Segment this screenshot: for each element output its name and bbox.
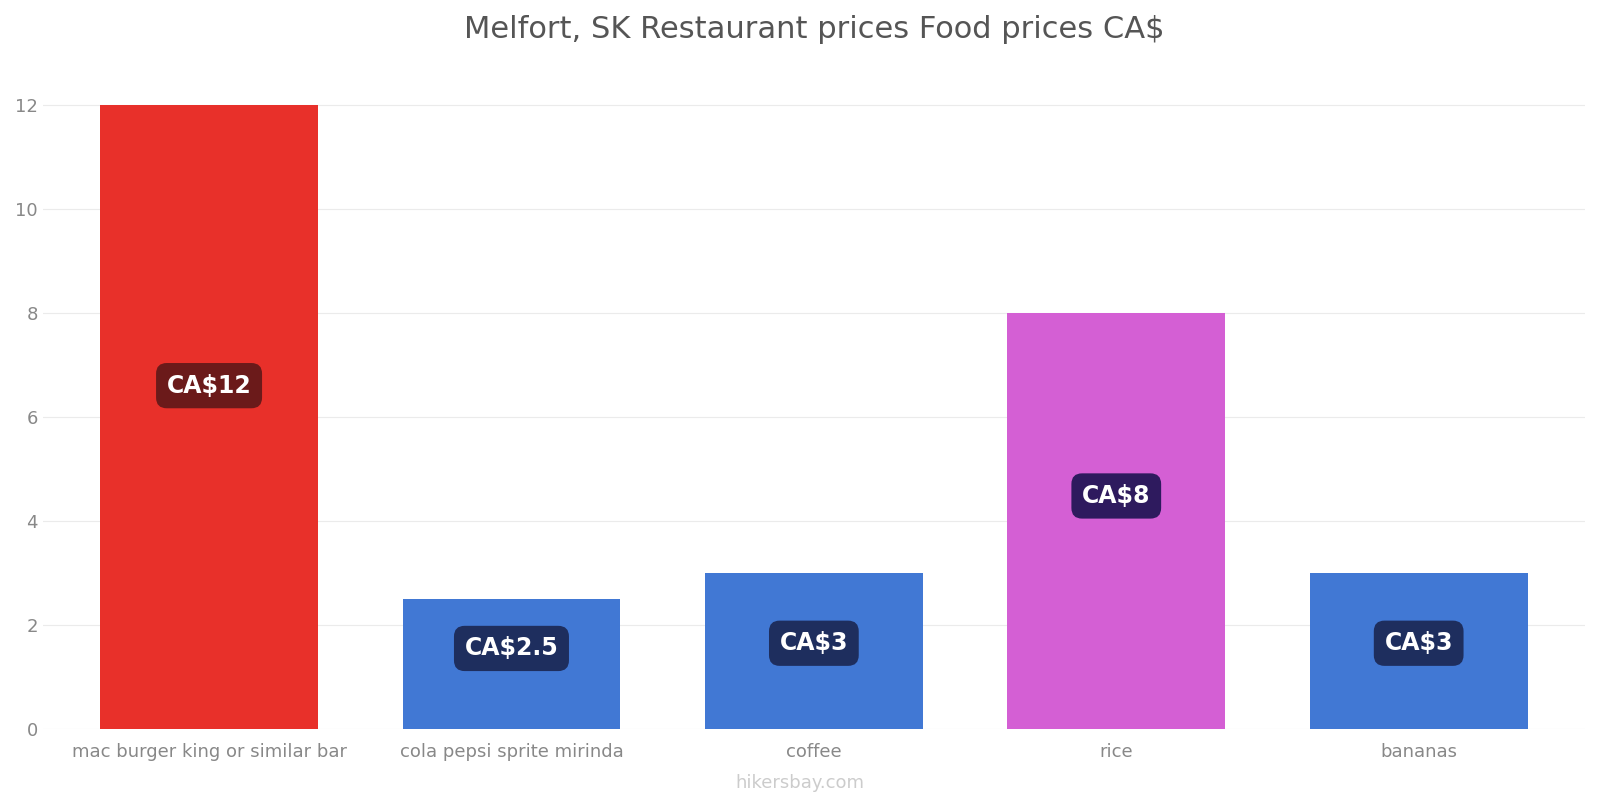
Bar — [1008, 313, 1226, 729]
Title: Melfort, SK Restaurant prices Food prices CA$: Melfort, SK Restaurant prices Food price… — [464, 15, 1165, 44]
Text: CA$3: CA$3 — [779, 631, 848, 655]
Bar — [1310, 573, 1528, 729]
Bar — [706, 573, 923, 729]
Bar — [101, 105, 318, 729]
Text: CA$12: CA$12 — [166, 374, 251, 398]
Bar — [403, 599, 621, 729]
Text: CA$8: CA$8 — [1082, 484, 1150, 508]
Text: CA$3: CA$3 — [1384, 631, 1453, 655]
Text: hikersbay.com: hikersbay.com — [736, 774, 864, 792]
Text: CA$2.5: CA$2.5 — [464, 637, 558, 661]
